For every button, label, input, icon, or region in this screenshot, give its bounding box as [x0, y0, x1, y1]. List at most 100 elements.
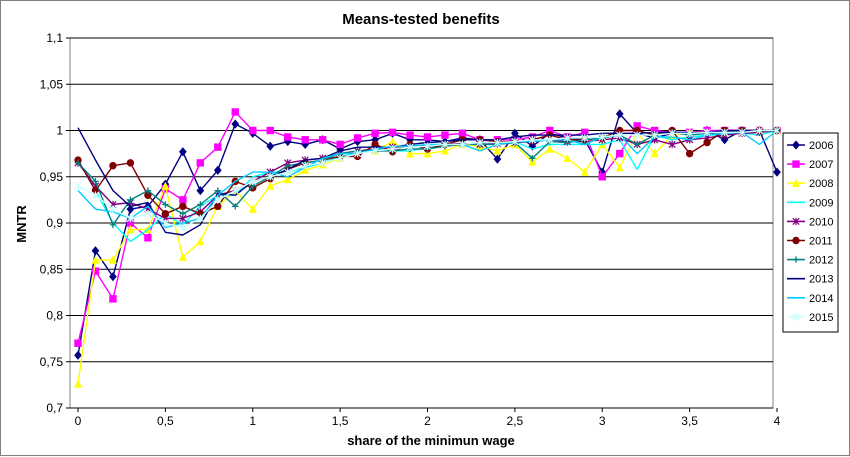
data-point	[423, 133, 432, 141]
series-line	[77, 127, 777, 236]
data-point	[441, 131, 449, 139]
data-point	[179, 223, 187, 232]
legend-label: 2013	[809, 274, 833, 286]
data-point	[651, 131, 659, 139]
y-tick-label: 0,75	[40, 355, 64, 369]
data-point	[144, 234, 152, 242]
x-tick-label: 3,5	[681, 414, 698, 428]
data-point	[686, 129, 694, 137]
legend-label: 2007	[809, 159, 833, 171]
data-point	[196, 159, 205, 167]
data-point	[615, 163, 624, 172]
data-point	[598, 133, 606, 141]
data-point	[284, 168, 292, 176]
data-point	[179, 202, 187, 211]
data-point	[792, 313, 800, 321]
data-point	[406, 143, 414, 151]
data-point	[231, 108, 239, 116]
data-point	[74, 159, 82, 167]
data-point	[214, 196, 222, 204]
data-point	[213, 165, 222, 175]
data-point	[423, 142, 432, 150]
data-point	[266, 126, 274, 135]
data-point	[336, 140, 344, 149]
data-point	[73, 379, 83, 388]
data-point	[179, 210, 187, 217]
data-point	[528, 136, 536, 144]
data-point	[249, 177, 257, 186]
legend-label: 2009	[809, 197, 833, 209]
data-point	[91, 255, 100, 264]
data-point	[791, 178, 801, 187]
data-point	[91, 267, 100, 275]
legend-label: 2014	[809, 293, 833, 305]
y-tick-label: 0,9	[46, 216, 63, 230]
data-point	[616, 131, 624, 139]
data-point	[74, 182, 82, 190]
data-point	[109, 221, 117, 229]
data-point	[598, 173, 606, 181]
data-point	[616, 149, 624, 158]
legend-label: 2008	[809, 178, 833, 190]
data-point	[720, 135, 729, 145]
data-point	[371, 129, 379, 137]
data-point	[668, 129, 676, 137]
data-point	[91, 191, 100, 199]
data-point	[178, 147, 187, 157]
legend-label: 2010	[809, 216, 833, 228]
plot-area: 0,7 0,75 0,8 0,85 0,9 0,95 1 1,05 1,1 0 0,5 1 1,5 2 2,…	[40, 31, 782, 428]
data-point	[248, 204, 257, 213]
data-point	[458, 140, 467, 149]
legend-item-2008: 2008	[787, 178, 833, 190]
data-point	[668, 140, 676, 149]
data-point	[685, 149, 694, 158]
y-axis-label: MNTR	[14, 205, 29, 243]
data-point	[563, 153, 572, 162]
legend-item-2009: 2009	[787, 197, 833, 209]
legend-label: 2012	[809, 255, 833, 267]
data-point	[301, 165, 310, 174]
legend-item-2010: 2010	[787, 216, 833, 228]
data-point	[249, 126, 257, 135]
data-point	[336, 154, 344, 162]
data-point	[580, 167, 589, 176]
data-point	[458, 129, 467, 137]
data-point	[126, 214, 135, 223]
x-tick-label: 4	[774, 414, 781, 428]
data-point	[615, 109, 624, 119]
legend: 2006 2007 2008 2009 2010 2011 2012 2013 2014 2015	[782, 132, 839, 333]
data-point	[74, 350, 82, 360]
data-point	[406, 149, 415, 158]
y-tick-label: 0,85	[40, 262, 64, 276]
x-tick-label: 1,5	[332, 414, 349, 428]
data-point	[773, 126, 781, 135]
data-point	[406, 131, 414, 139]
data-point	[161, 219, 169, 227]
legend-item-2011: 2011	[787, 236, 833, 248]
data-point	[441, 140, 449, 149]
data-point	[792, 236, 800, 245]
data-point	[773, 167, 781, 177]
data-point	[792, 160, 800, 168]
data-point	[109, 161, 117, 170]
data-point	[634, 141, 641, 148]
series-2013	[77, 127, 777, 236]
legend-item-2006: 2006	[787, 140, 833, 152]
data-point	[91, 246, 100, 256]
legend-label: 2015	[809, 312, 833, 324]
x-tick-label: 1	[249, 414, 256, 428]
data-point	[792, 140, 800, 150]
data-point	[353, 149, 362, 158]
data-point	[214, 202, 222, 211]
data-point	[529, 155, 536, 162]
y-tick-label: 1	[56, 124, 63, 138]
data-point	[178, 252, 187, 261]
data-point	[266, 141, 275, 151]
data-point	[545, 144, 554, 153]
data-point	[703, 138, 711, 147]
legend-item-2012: 2012	[787, 255, 833, 267]
data-point	[440, 146, 449, 155]
data-point	[301, 161, 309, 170]
x-axis-label: share of the minimun wage	[347, 433, 515, 448]
x-tick-label: 0	[75, 414, 82, 428]
